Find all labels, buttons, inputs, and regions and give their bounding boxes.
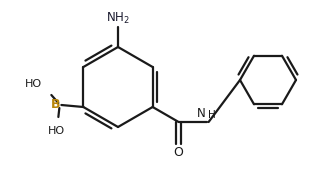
Text: NH$_2$: NH$_2$ <box>106 11 130 26</box>
Text: O: O <box>174 146 183 159</box>
Text: B: B <box>51 98 60 112</box>
Text: HO: HO <box>48 126 65 136</box>
Text: N: N <box>197 107 205 120</box>
Text: H: H <box>207 110 215 120</box>
Text: HO: HO <box>25 79 42 89</box>
